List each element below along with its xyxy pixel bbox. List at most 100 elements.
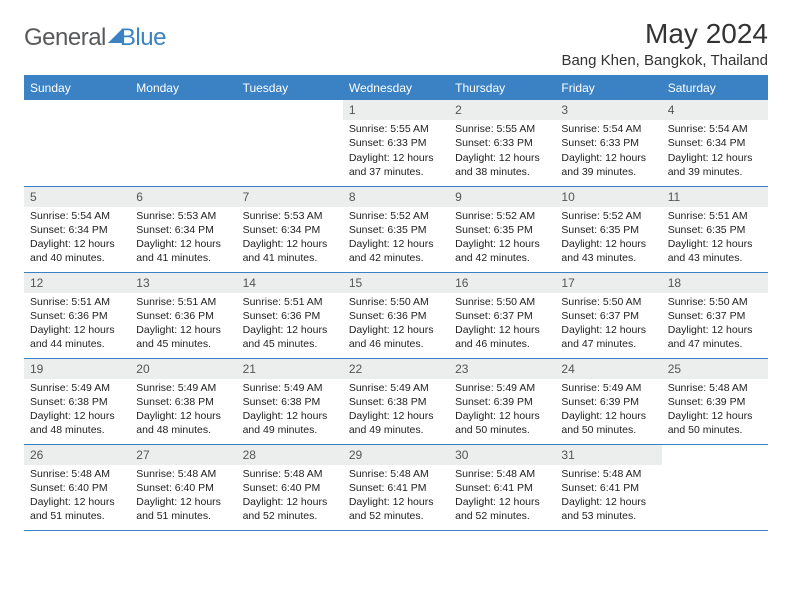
calendar-cell: 1Sunrise: 5:55 AMSunset: 6:33 PMDaylight… <box>343 100 449 186</box>
calendar-cell: 6Sunrise: 5:53 AMSunset: 6:34 PMDaylight… <box>130 186 236 272</box>
day-number: 3 <box>555 100 661 120</box>
day-number: 25 <box>662 359 768 379</box>
day-text: Sunrise: 5:49 AMSunset: 6:38 PMDaylight:… <box>237 379 343 442</box>
calendar-cell: 11Sunrise: 5:51 AMSunset: 6:35 PMDayligh… <box>662 186 768 272</box>
calendar-cell: 8Sunrise: 5:52 AMSunset: 6:35 PMDaylight… <box>343 186 449 272</box>
calendar-cell: 31Sunrise: 5:48 AMSunset: 6:41 PMDayligh… <box>555 444 661 530</box>
day-text: Sunrise: 5:50 AMSunset: 6:37 PMDaylight:… <box>555 293 661 356</box>
day-text <box>130 120 236 126</box>
title-block: May 2024 Bang Khen, Bangkok, Thailand <box>561 18 768 69</box>
calendar-cell: 25Sunrise: 5:48 AMSunset: 6:39 PMDayligh… <box>662 358 768 444</box>
day-text: Sunrise: 5:49 AMSunset: 6:38 PMDaylight:… <box>24 379 130 442</box>
calendar-cell: 14Sunrise: 5:51 AMSunset: 6:36 PMDayligh… <box>237 272 343 358</box>
day-text: Sunrise: 5:49 AMSunset: 6:39 PMDaylight:… <box>555 379 661 442</box>
calendar-cell: 21Sunrise: 5:49 AMSunset: 6:38 PMDayligh… <box>237 358 343 444</box>
calendar-cell: 7Sunrise: 5:53 AMSunset: 6:34 PMDaylight… <box>237 186 343 272</box>
weekday-header: Tuesday <box>237 76 343 100</box>
calendar-cell: 27Sunrise: 5:48 AMSunset: 6:40 PMDayligh… <box>130 444 236 530</box>
calendar-row: 19Sunrise: 5:49 AMSunset: 6:38 PMDayligh… <box>24 358 768 444</box>
calendar-cell: 5Sunrise: 5:54 AMSunset: 6:34 PMDaylight… <box>24 186 130 272</box>
day-number: 27 <box>130 445 236 465</box>
day-text: Sunrise: 5:52 AMSunset: 6:35 PMDaylight:… <box>555 207 661 270</box>
day-number: 28 <box>237 445 343 465</box>
calendar-cell: 9Sunrise: 5:52 AMSunset: 6:35 PMDaylight… <box>449 186 555 272</box>
day-text: Sunrise: 5:50 AMSunset: 6:36 PMDaylight:… <box>343 293 449 356</box>
calendar-cell: 18Sunrise: 5:50 AMSunset: 6:37 PMDayligh… <box>662 272 768 358</box>
day-number: 21 <box>237 359 343 379</box>
day-number: 30 <box>449 445 555 465</box>
weekday-header: Thursday <box>449 76 555 100</box>
day-text: Sunrise: 5:55 AMSunset: 6:33 PMDaylight:… <box>343 120 449 183</box>
day-text: Sunrise: 5:48 AMSunset: 6:40 PMDaylight:… <box>24 465 130 528</box>
calendar-cell: 15Sunrise: 5:50 AMSunset: 6:36 PMDayligh… <box>343 272 449 358</box>
header: General Blue May 2024 Bang Khen, Bangkok… <box>24 18 768 69</box>
weekday-header: Friday <box>555 76 661 100</box>
calendar-cell: 28Sunrise: 5:48 AMSunset: 6:40 PMDayligh… <box>237 444 343 530</box>
day-number: 26 <box>24 445 130 465</box>
calendar-cell: 23Sunrise: 5:49 AMSunset: 6:39 PMDayligh… <box>449 358 555 444</box>
calendar-cell: 24Sunrise: 5:49 AMSunset: 6:39 PMDayligh… <box>555 358 661 444</box>
day-number: 7 <box>237 187 343 207</box>
day-number: 12 <box>24 273 130 293</box>
day-number: 14 <box>237 273 343 293</box>
calendar-cell: 22Sunrise: 5:49 AMSunset: 6:38 PMDayligh… <box>343 358 449 444</box>
calendar-cell: 12Sunrise: 5:51 AMSunset: 6:36 PMDayligh… <box>24 272 130 358</box>
day-text: Sunrise: 5:50 AMSunset: 6:37 PMDaylight:… <box>449 293 555 356</box>
day-number: 17 <box>555 273 661 293</box>
day-text: Sunrise: 5:49 AMSunset: 6:38 PMDaylight:… <box>343 379 449 442</box>
calendar-body: 1Sunrise: 5:55 AMSunset: 6:33 PMDaylight… <box>24 100 768 530</box>
day-text: Sunrise: 5:49 AMSunset: 6:39 PMDaylight:… <box>449 379 555 442</box>
calendar-cell <box>662 444 768 530</box>
day-number: 23 <box>449 359 555 379</box>
day-text <box>24 120 130 126</box>
calendar-row: 26Sunrise: 5:48 AMSunset: 6:40 PMDayligh… <box>24 444 768 530</box>
day-text <box>662 465 768 471</box>
day-number: 15 <box>343 273 449 293</box>
calendar-cell: 4Sunrise: 5:54 AMSunset: 6:34 PMDaylight… <box>662 100 768 186</box>
day-number: 16 <box>449 273 555 293</box>
day-number: 31 <box>555 445 661 465</box>
day-text: Sunrise: 5:48 AMSunset: 6:41 PMDaylight:… <box>449 465 555 528</box>
day-number: 11 <box>662 187 768 207</box>
calendar-cell: 3Sunrise: 5:54 AMSunset: 6:33 PMDaylight… <box>555 100 661 186</box>
calendar-cell: 2Sunrise: 5:55 AMSunset: 6:33 PMDaylight… <box>449 100 555 186</box>
day-number: 19 <box>24 359 130 379</box>
day-text: Sunrise: 5:55 AMSunset: 6:33 PMDaylight:… <box>449 120 555 183</box>
calendar-row: 5Sunrise: 5:54 AMSunset: 6:34 PMDaylight… <box>24 186 768 272</box>
day-text: Sunrise: 5:48 AMSunset: 6:40 PMDaylight:… <box>130 465 236 528</box>
logo: General Blue <box>24 18 166 52</box>
day-number: 8 <box>343 187 449 207</box>
day-text <box>237 120 343 126</box>
calendar-cell <box>130 100 236 186</box>
month-title: May 2024 <box>561 18 768 50</box>
calendar-cell: 17Sunrise: 5:50 AMSunset: 6:37 PMDayligh… <box>555 272 661 358</box>
day-text: Sunrise: 5:51 AMSunset: 6:36 PMDaylight:… <box>130 293 236 356</box>
calendar-cell: 30Sunrise: 5:48 AMSunset: 6:41 PMDayligh… <box>449 444 555 530</box>
day-number: 5 <box>24 187 130 207</box>
day-number: 22 <box>343 359 449 379</box>
day-text: Sunrise: 5:54 AMSunset: 6:34 PMDaylight:… <box>662 120 768 183</box>
weekday-header: Sunday <box>24 76 130 100</box>
logo-text-general: General <box>24 24 106 52</box>
day-number: 9 <box>449 187 555 207</box>
calendar-row: 1Sunrise: 5:55 AMSunset: 6:33 PMDaylight… <box>24 100 768 186</box>
day-text: Sunrise: 5:49 AMSunset: 6:38 PMDaylight:… <box>130 379 236 442</box>
calendar-header-row: SundayMondayTuesdayWednesdayThursdayFrid… <box>24 76 768 100</box>
day-text: Sunrise: 5:53 AMSunset: 6:34 PMDaylight:… <box>130 207 236 270</box>
day-text: Sunrise: 5:51 AMSunset: 6:35 PMDaylight:… <box>662 207 768 270</box>
calendar-cell: 16Sunrise: 5:50 AMSunset: 6:37 PMDayligh… <box>449 272 555 358</box>
day-number: 13 <box>130 273 236 293</box>
day-text: Sunrise: 5:48 AMSunset: 6:41 PMDaylight:… <box>555 465 661 528</box>
day-text: Sunrise: 5:48 AMSunset: 6:40 PMDaylight:… <box>237 465 343 528</box>
day-text: Sunrise: 5:51 AMSunset: 6:36 PMDaylight:… <box>24 293 130 356</box>
calendar-cell <box>24 100 130 186</box>
day-number: 20 <box>130 359 236 379</box>
day-text: Sunrise: 5:54 AMSunset: 6:33 PMDaylight:… <box>555 120 661 183</box>
day-number: 6 <box>130 187 236 207</box>
location-text: Bang Khen, Bangkok, Thailand <box>561 52 768 69</box>
weekday-header: Monday <box>130 76 236 100</box>
day-number: 29 <box>343 445 449 465</box>
day-number: 1 <box>343 100 449 120</box>
calendar-cell: 10Sunrise: 5:52 AMSunset: 6:35 PMDayligh… <box>555 186 661 272</box>
calendar-cell: 29Sunrise: 5:48 AMSunset: 6:41 PMDayligh… <box>343 444 449 530</box>
